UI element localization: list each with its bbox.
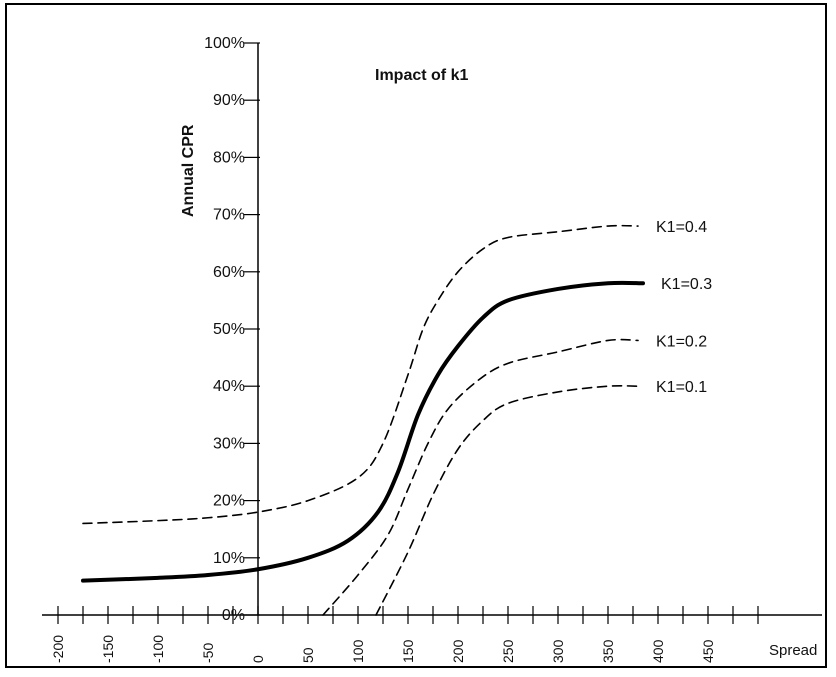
series-label: K1=0.2 (656, 333, 707, 350)
y-axis-label: Annual CPR (180, 124, 197, 217)
y-tick-label: 30% (213, 435, 245, 452)
x-tick-label: 300 (550, 639, 566, 663)
y-tick-label: 40% (213, 378, 245, 395)
y-tick-label: 10% (213, 550, 245, 567)
x-axis-label: Spread (769, 642, 817, 659)
x-tick-label: 150 (400, 639, 416, 663)
x-tick-label: -200 (50, 635, 66, 663)
series-label: K1=0.4 (656, 219, 707, 236)
series-label: K1=0.1 (656, 379, 707, 396)
series-line-k1-0-2 (322, 338, 639, 616)
labels-layer: Impact of k1 Annual CPR Spread (180, 67, 817, 659)
series-line-k1-0-3 (81, 280, 645, 583)
chart-title: Impact of k1 (375, 67, 468, 84)
axes: -200 -150 -100 -50 0 50 100 150 200 250 300 350 400 4… (42, 35, 822, 663)
series-layer: K1=0.4 K1=0.3 K1=0.2 K1=0.1 (81, 219, 712, 616)
x-tick-label: 250 (500, 639, 516, 663)
x-tick-label: 450 (700, 639, 716, 663)
x-tick-label: 350 (600, 639, 616, 663)
chart-svg: -200 -150 -100 -50 0 50 100 150 200 250 300 350 400 4… (42, 35, 822, 663)
chart-frame: -200 -150 -100 -50 0 50 100 150 200 250 300 350 400 4… (5, 3, 827, 668)
x-tick-label: 0 (250, 655, 266, 663)
y-tick-label: 0% (222, 607, 245, 624)
x-tick-label: -150 (100, 635, 116, 663)
y-tick-label: 70% (213, 207, 245, 224)
series-line-k1-0-4 (82, 224, 639, 525)
y-tick-label: 50% (213, 321, 245, 338)
y-tick-label: 20% (213, 493, 245, 510)
y-tick-label: 100% (204, 35, 245, 52)
x-tick-label: 50 (300, 647, 316, 663)
x-tick-label: 200 (450, 639, 466, 663)
x-tick-label: -50 (200, 643, 216, 663)
x-tick-label: -100 (150, 635, 166, 663)
x-tick-label: 400 (650, 639, 666, 663)
y-tick-label: 80% (213, 149, 245, 166)
series-label: K1=0.3 (661, 276, 712, 293)
series-line-k1-0-1 (375, 384, 639, 616)
y-tick-label: 90% (213, 92, 245, 109)
x-tick-label: 100 (350, 639, 366, 663)
y-tick-label: 60% (213, 264, 245, 281)
